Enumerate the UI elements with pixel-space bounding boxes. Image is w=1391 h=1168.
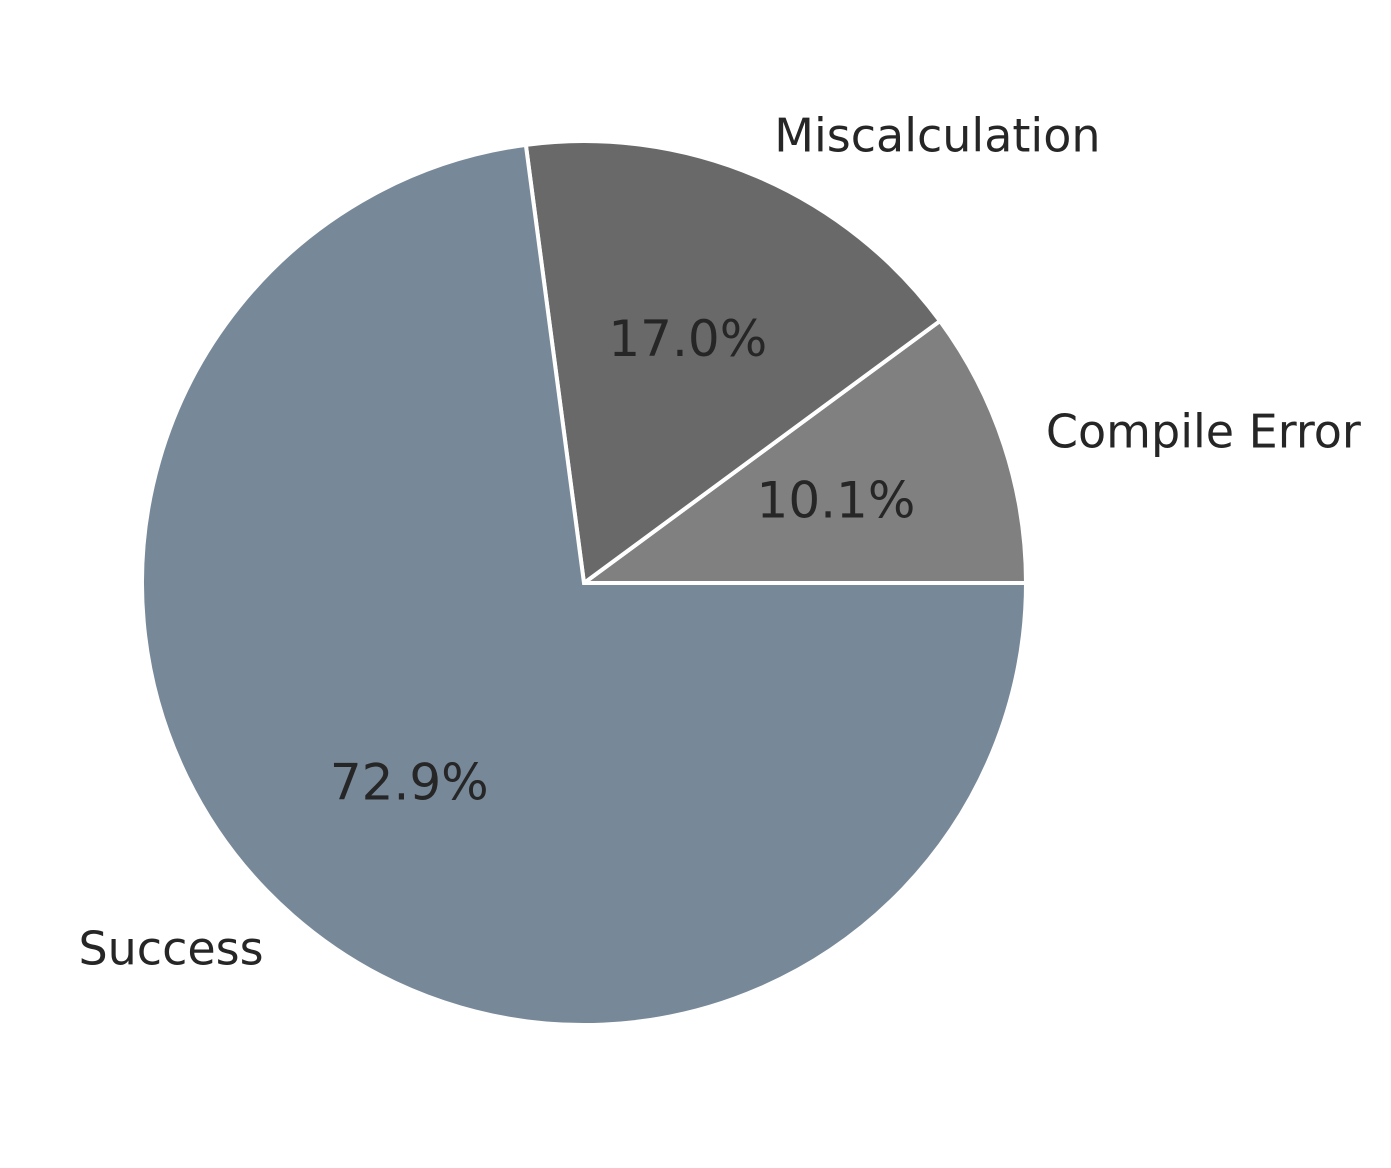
slice-success — [140, 142, 1029, 1027]
label-miscalculation: Miscalculation — [774, 109, 1100, 163]
pct-label-compile-error: 10.1% — [757, 471, 916, 529]
pct-label-miscalculation: 17.0% — [608, 310, 767, 368]
slices-layer — [140, 139, 1029, 1027]
slice-miscalculation — [523, 139, 943, 587]
pct-label-success: 72.9% — [330, 753, 489, 811]
label-compile-error: Compile Error — [1046, 404, 1361, 458]
slice-compile-error — [577, 318, 1029, 585]
label-success: Success — [78, 922, 263, 976]
labels-layer: Compile Error 10.1% Miscalculation 17.0% Suc… — [78, 109, 1360, 976]
